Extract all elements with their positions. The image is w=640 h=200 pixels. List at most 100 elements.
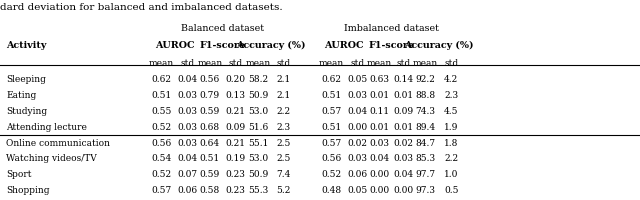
Text: AUROC: AUROC [324,41,364,50]
Text: 0.03: 0.03 [369,138,390,147]
Text: 97.3: 97.3 [415,185,436,194]
Text: mean: mean [367,58,392,67]
Text: 0.03: 0.03 [177,91,198,99]
Text: 92.2: 92.2 [415,75,436,84]
Text: 0.02: 0.02 [393,138,413,147]
Text: std: std [350,58,364,67]
Text: 0.03: 0.03 [177,122,198,131]
Text: 0.00: 0.00 [369,169,390,178]
Text: 0.57: 0.57 [151,185,172,194]
Text: mean: mean [148,58,174,67]
Text: 0.68: 0.68 [200,122,220,131]
Text: 51.6: 51.6 [248,122,268,131]
Text: 0.00: 0.00 [347,122,367,131]
Text: Imbalanced dataset: Imbalanced dataset [344,24,439,33]
Text: 0.05: 0.05 [347,75,367,84]
Text: 0.62: 0.62 [321,75,342,84]
Text: 0.13: 0.13 [225,91,246,99]
Text: 0.11: 0.11 [369,106,390,115]
Text: 0.5: 0.5 [444,185,458,194]
Text: Watching videos/TV: Watching videos/TV [6,154,97,163]
Text: 0.01: 0.01 [369,91,390,99]
Text: 0.23: 0.23 [225,185,246,194]
Text: 2.1: 2.1 [276,91,291,99]
Text: 0.20: 0.20 [225,75,246,84]
Text: 0.00: 0.00 [369,185,390,194]
Text: 55.1: 55.1 [248,138,268,147]
Text: 0.03: 0.03 [347,154,367,163]
Text: 0.04: 0.04 [393,169,413,178]
Text: 4.5: 4.5 [444,106,458,115]
Text: 0.03: 0.03 [177,106,198,115]
Text: 2.3: 2.3 [276,122,291,131]
Text: 0.07: 0.07 [177,169,198,178]
Text: 0.56: 0.56 [321,154,342,163]
Text: std: std [276,58,291,67]
Text: 0.21: 0.21 [225,106,246,115]
Text: 0.05: 0.05 [347,185,367,194]
Text: 0.04: 0.04 [177,154,198,163]
Text: Sleeping: Sleeping [6,75,46,84]
Text: 0.21: 0.21 [225,138,246,147]
Text: 0.23: 0.23 [225,169,246,178]
Text: 97.7: 97.7 [415,169,436,178]
Text: 0.64: 0.64 [200,138,220,147]
Text: Accuracy (%): Accuracy (%) [236,41,305,50]
Text: 0.06: 0.06 [347,169,367,178]
Text: 0.52: 0.52 [321,169,342,178]
Text: 0.79: 0.79 [200,91,220,99]
Text: 89.4: 89.4 [415,122,436,131]
Text: 0.52: 0.52 [151,169,172,178]
Text: Online communication: Online communication [6,138,111,147]
Text: 0.54: 0.54 [151,154,172,163]
Text: 0.57: 0.57 [321,138,342,147]
Text: 50.9: 50.9 [248,169,268,178]
Text: 85.3: 85.3 [415,154,436,163]
Text: AUROC: AUROC [155,41,194,50]
Text: 0.04: 0.04 [177,75,198,84]
Text: Shopping: Shopping [6,185,50,194]
Text: Activity: Activity [6,41,47,50]
Text: Eating: Eating [6,91,36,99]
Text: 1.9: 1.9 [444,122,458,131]
Text: 2.2: 2.2 [276,106,291,115]
Text: std: std [396,58,410,67]
Text: 58.2: 58.2 [248,75,268,84]
Text: 0.03: 0.03 [347,91,367,99]
Text: 0.51: 0.51 [321,122,342,131]
Text: F1-score: F1-score [200,41,246,50]
Text: 0.56: 0.56 [200,75,220,84]
Text: F1-score: F1-score [369,41,414,50]
Text: dard deviation for balanced and imbalanced datasets.: dard deviation for balanced and imbalanc… [0,3,283,12]
Text: Balanced dataset: Balanced dataset [181,24,264,33]
Text: 2.3: 2.3 [444,91,458,99]
Text: 4.2: 4.2 [444,75,458,84]
Text: mean: mean [245,58,271,67]
Text: 0.06: 0.06 [177,185,198,194]
Text: 7.4: 7.4 [276,169,291,178]
Text: 0.48: 0.48 [321,185,342,194]
Text: Studying: Studying [6,106,47,115]
Text: 0.03: 0.03 [177,138,198,147]
Text: 0.51: 0.51 [321,91,342,99]
Text: 0.01: 0.01 [369,122,390,131]
Text: Sport: Sport [6,169,32,178]
Text: Attending lecture: Attending lecture [6,122,87,131]
Text: 0.03: 0.03 [393,154,413,163]
Text: 74.3: 74.3 [415,106,436,115]
Text: 0.56: 0.56 [151,138,172,147]
Text: 0.52: 0.52 [151,122,172,131]
Text: Accuracy (%): Accuracy (%) [404,41,473,50]
Text: 1.8: 1.8 [444,138,458,147]
Text: std: std [180,58,195,67]
Text: 0.59: 0.59 [200,169,220,178]
Text: 53.0: 53.0 [248,154,268,163]
Text: 0.01: 0.01 [393,122,413,131]
Text: 0.02: 0.02 [347,138,367,147]
Text: 50.9: 50.9 [248,91,268,99]
Text: 0.00: 0.00 [393,185,413,194]
Text: 0.04: 0.04 [347,106,367,115]
Text: 0.51: 0.51 [151,91,172,99]
Text: 0.09: 0.09 [225,122,246,131]
Text: 0.19: 0.19 [225,154,246,163]
